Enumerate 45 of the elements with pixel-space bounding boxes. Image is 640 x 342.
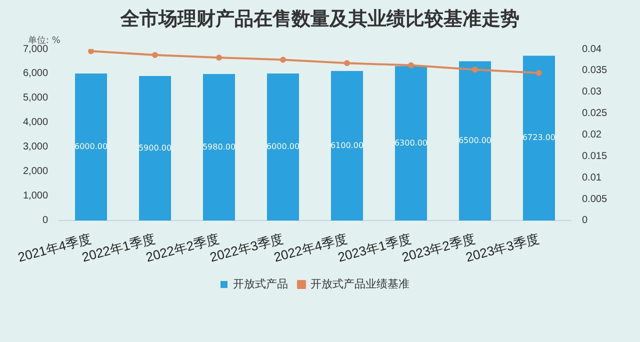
y-tick-label: 7,000 (22, 44, 48, 55)
data-label: 6500.00 (458, 136, 492, 145)
point (152, 52, 158, 58)
y-tick-label: 5,000 (22, 92, 48, 104)
point (536, 70, 542, 76)
y2-tick-label: 0.03 (582, 86, 602, 98)
y2-tick-label: 0.01 (582, 172, 602, 184)
y2-tick-label: 0.02 (582, 129, 602, 140)
data-label: 6723.00 (522, 133, 556, 142)
point (216, 54, 222, 61)
legend-label: 开放式产品 (233, 277, 288, 290)
data-label: 5900.00 (138, 143, 172, 152)
point (472, 66, 478, 73)
bar (394, 66, 427, 220)
y-tick-label: 4,000 (22, 117, 48, 128)
y2-tick-label: 0.025 (582, 108, 608, 120)
bar (75, 74, 108, 220)
legend-label: 开放式产品业绩基准 (310, 277, 410, 290)
data-label: 6000.00 (266, 142, 300, 152)
y-tick-label: 6,000 (22, 68, 48, 80)
data-label: 6100.00 (330, 140, 364, 150)
chart-title: 全市场理财产品在售数量及其业绩比较基准走势 (119, 7, 520, 32)
y2-tick-label: 0.005 (582, 194, 608, 205)
point (280, 56, 286, 63)
bar (522, 56, 555, 220)
bar (203, 74, 236, 220)
point (344, 60, 350, 66)
y2-tick-label: 0 (582, 215, 588, 226)
bar (139, 76, 172, 220)
bar (267, 74, 299, 220)
y-tick-label: 2,000 (22, 166, 48, 178)
y-tick-label: 3,000 (22, 142, 48, 153)
data-label: 6300.00 (394, 138, 428, 148)
bar (331, 71, 363, 220)
y2-tick-label: 0.035 (582, 65, 608, 76)
point (88, 49, 94, 54)
data-label: 5980.00 (202, 142, 236, 152)
point (408, 62, 414, 68)
data-label: 6000.00 (74, 142, 108, 152)
y-tick-label: 1,000 (22, 190, 48, 202)
bar (458, 61, 491, 220)
y2-tick-label: 0.015 (582, 150, 608, 162)
text: 单位: % (28, 34, 60, 46)
y2-tick-label: 0.04 (582, 44, 602, 55)
y-tick-label: 0 (42, 215, 48, 226)
